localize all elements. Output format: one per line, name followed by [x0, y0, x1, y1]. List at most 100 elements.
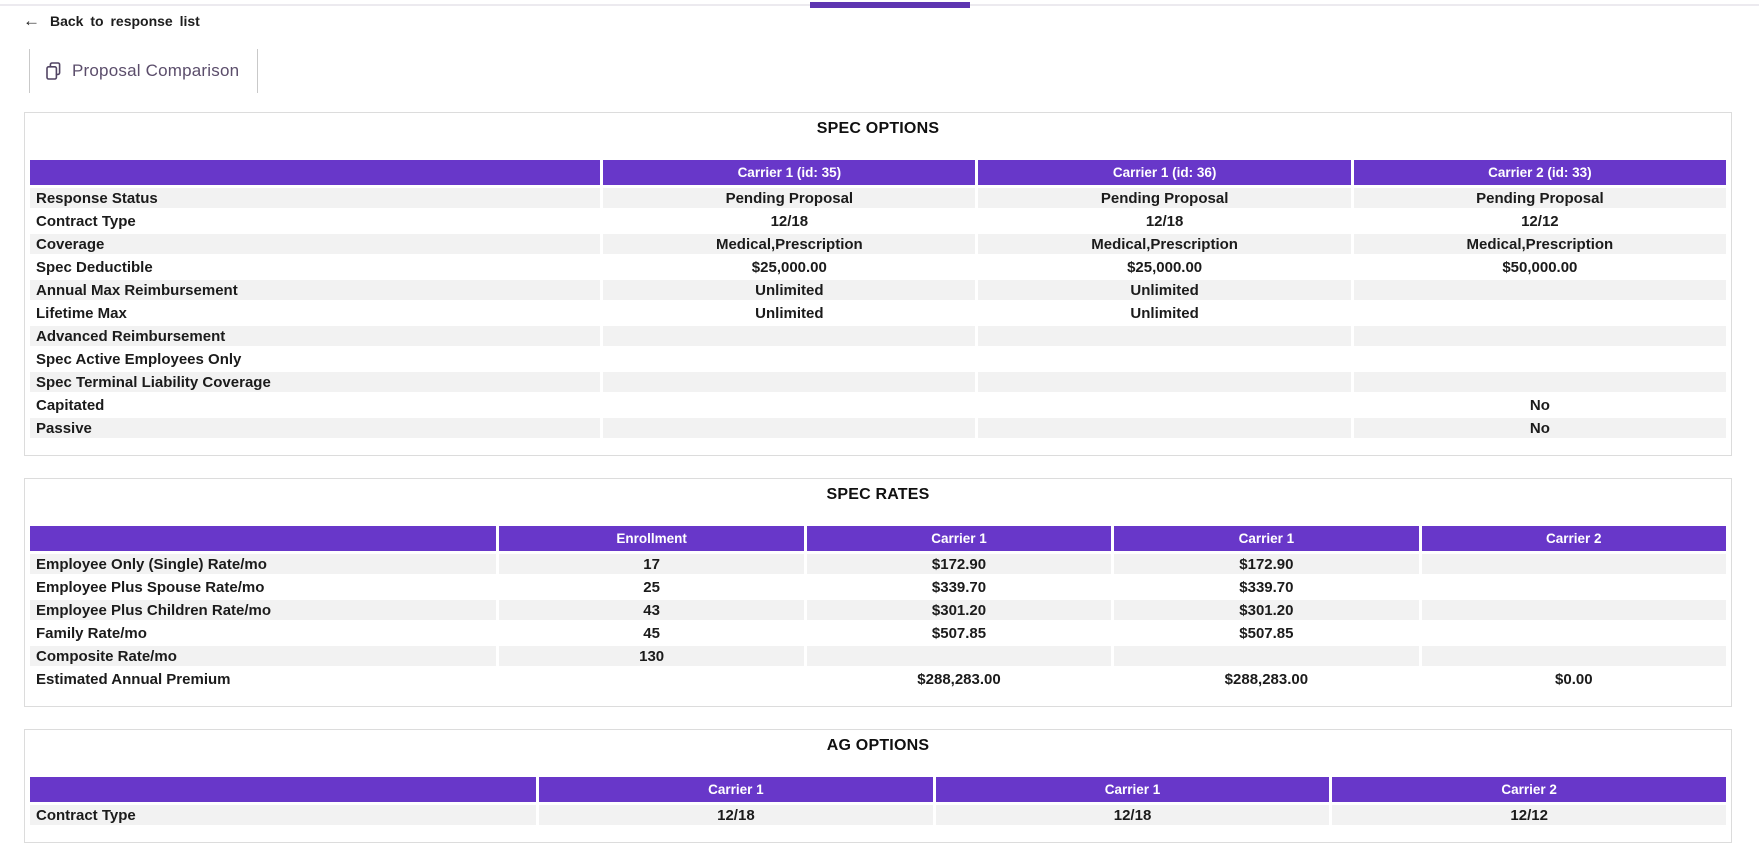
- cell-value: 25: [643, 578, 660, 596]
- section-title: AG OPTIONS: [826, 737, 930, 754]
- table-row: Employee Plus Spouse Rate/mo 25 $339.70 $33…: [30, 577, 1726, 597]
- cell-value: $172.90: [806, 554, 1112, 574]
- active-tab-indicator: [810, 2, 970, 8]
- cell-value: [1422, 577, 1726, 597]
- top-divider: [0, 0, 1759, 8]
- cell-value: [603, 349, 975, 369]
- table-row: Capitated No: [30, 395, 1726, 415]
- cell-value: 130: [499, 646, 804, 666]
- column-header: Carrier 1: [1114, 526, 1419, 551]
- row-label: Advanced Reimbursement: [30, 326, 601, 346]
- section-title: SPEC RATES: [826, 486, 930, 503]
- cell-value: [1421, 554, 1726, 574]
- column-header: Carrier 2 (id: 33): [1353, 160, 1726, 185]
- column-header: Carrier 1: [806, 526, 1112, 551]
- table-row: Lifetime Max Unlimited Unlimited: [30, 303, 1726, 323]
- spec-rates-table: Enrollment Carrier 1 Carrier 1 Carrier 2 Emp…: [27, 523, 1729, 692]
- column-header: Carrier 1: [539, 777, 933, 802]
- cell-value: [978, 418, 1351, 438]
- cell-value: [978, 395, 1350, 415]
- cell-value: $288,283.00: [917, 670, 1001, 688]
- row-label: Passive: [30, 418, 601, 438]
- cell-value: Medical,Prescription: [978, 234, 1351, 254]
- row-label: Contract Type: [36, 212, 136, 230]
- row-label: Spec Active Employees Only: [36, 350, 242, 368]
- cell-value: $339.70: [931, 578, 987, 596]
- section-spec-rates: SPEC RATES Enrollment Carrier 1 Carrier 1 Ca…: [24, 478, 1732, 707]
- cell-value: [1353, 372, 1726, 392]
- cell-value: Pending Proposal: [603, 188, 976, 208]
- cell-value: 17: [499, 554, 804, 574]
- spacer-header: [30, 160, 601, 185]
- row-label: Coverage: [30, 234, 601, 254]
- copy-icon: [46, 62, 61, 80]
- header-row: Carrier 1 Carrier 1 Carrier 2: [30, 777, 1726, 802]
- tab-proposal-comparison[interactable]: Proposal Comparison: [29, 49, 259, 93]
- column-header: Carrier 1 (id: 35): [603, 160, 976, 185]
- column-header: Enrollment: [499, 526, 804, 551]
- cell-value: [603, 418, 976, 438]
- cell-value: Unlimited: [755, 304, 824, 322]
- cell-value: Unlimited: [978, 280, 1351, 300]
- row-label: Spec Deductible: [36, 258, 153, 276]
- row-label: Lifetime Max: [36, 304, 127, 322]
- section-spec-options: SPEC OPTIONS Carrier 1 (id: 35) Carrier 1 …: [24, 112, 1732, 456]
- cell-value: [978, 372, 1351, 392]
- cell-value: 12/12: [1332, 805, 1726, 825]
- table-row: Employee Only (Single) Rate/mo 17 $172.90 $…: [30, 554, 1726, 574]
- cell-value: [806, 646, 1112, 666]
- cell-value: [1421, 600, 1726, 620]
- cell-value: [978, 326, 1351, 346]
- spacer-header: [30, 526, 497, 551]
- row-label: Employee Plus Spouse Rate/mo: [36, 578, 265, 596]
- cell-value: [1353, 280, 1726, 300]
- row-label: Annual Max Reimbursement: [30, 280, 601, 300]
- section-title: SPEC OPTIONS: [816, 120, 940, 137]
- ag-options-table: Carrier 1 Carrier 1 Carrier 2 Contract Type…: [27, 774, 1729, 828]
- cell-value: 12/18: [539, 805, 933, 825]
- table-row: Advanced Reimbursement: [30, 326, 1726, 346]
- header-row: Carrier 1 (id: 35) Carrier 1 (id: 36) Carr…: [30, 160, 1726, 185]
- table-row: Family Rate/mo 45 $507.85 $507.85: [30, 623, 1726, 643]
- table-row: Spec Active Employees Only: [30, 349, 1726, 369]
- cell-value: Medical,Prescription: [1353, 234, 1726, 254]
- column-header: Carrier 2: [1332, 777, 1726, 802]
- table-row: Annual Max Reimbursement Unlimited Unlimit…: [30, 280, 1726, 300]
- column-header: Carrier 1 (id: 36): [978, 160, 1351, 185]
- cell-value: [1422, 623, 1726, 643]
- cell-value: $172.90: [1114, 554, 1419, 574]
- cell-value: 45: [643, 624, 660, 642]
- spacer-header: [30, 777, 537, 802]
- table-row: Composite Rate/mo 130: [30, 646, 1726, 666]
- table-row: Coverage Medical,Prescription Medical,Pres…: [30, 234, 1726, 254]
- cell-value: [1353, 326, 1726, 346]
- table-row: Spec Deductible $25,000.00 $25,000.00 $50,0…: [30, 257, 1726, 277]
- row-label: Employee Plus Children Rate/mo: [30, 600, 497, 620]
- cell-value: [603, 326, 976, 346]
- cell-value: $25,000.00: [751, 258, 827, 276]
- cell-value: No: [1529, 396, 1550, 414]
- back-to-response-list-link[interactable]: ← Back to response list: [23, 12, 200, 29]
- cell-value: Unlimited: [603, 280, 976, 300]
- row-label: Estimated Annual Premium: [36, 670, 231, 688]
- cell-value: [1354, 303, 1726, 323]
- cell-value: $50,000.00: [1502, 258, 1578, 276]
- cell-value: Unlimited: [1130, 304, 1199, 322]
- row-label: Response Status: [30, 188, 601, 208]
- spec-options-table: Carrier 1 (id: 35) Carrier 1 (id: 36) Carr…: [27, 157, 1729, 441]
- cell-value: 12/18: [935, 805, 1330, 825]
- cell-value: $288,283.00: [1224, 670, 1309, 688]
- cell-value: [603, 395, 975, 415]
- cell-value: [499, 669, 803, 689]
- column-header: Carrier 2: [1421, 526, 1726, 551]
- row-label: Spec Terminal Liability Coverage: [30, 372, 601, 392]
- column-header: Carrier 1: [935, 777, 1330, 802]
- cell-value: [1114, 646, 1419, 666]
- table-row: Employee Plus Children Rate/mo 43 $301.20 $…: [30, 600, 1726, 620]
- cell-value: $301.20: [1114, 600, 1419, 620]
- cell-value: Medical,Prescription: [603, 234, 976, 254]
- row-label: Employee Only (Single) Rate/mo: [30, 554, 497, 574]
- cell-value: [978, 349, 1350, 369]
- cell-value: [1354, 349, 1726, 369]
- cell-value: $339.70: [1239, 578, 1294, 596]
